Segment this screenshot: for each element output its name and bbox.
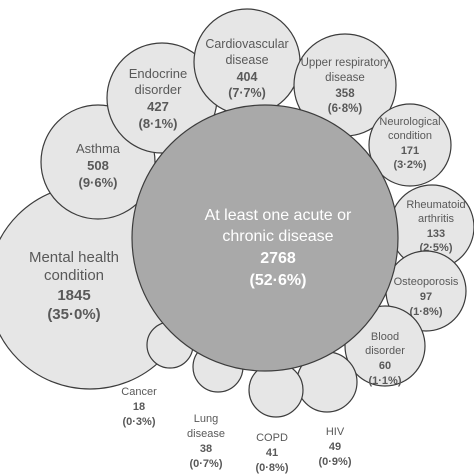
- neurological-name-1: Neurological: [379, 116, 440, 128]
- cancer-percent: (0·3%): [122, 416, 155, 428]
- endocrine-name-1: Endocrine: [129, 66, 188, 81]
- bubble-cardiovascular: Cardiovascular disease 404 (7·7%): [193, 8, 301, 116]
- hiv-percent: (0·9%): [318, 456, 351, 468]
- neurological-name-2: condition: [388, 130, 432, 142]
- rheumatoid-name-1: Rheumatoid: [406, 199, 465, 211]
- rheumatoid-name-2: arthritis: [418, 213, 455, 225]
- label-cancer: Cancer 18 (0·3%): [121, 386, 157, 428]
- label-lung: Lung disease 38 (0·7%): [187, 413, 225, 470]
- upper-respiratory-name-2: disease: [325, 72, 365, 84]
- center-count: 2768: [260, 250, 296, 267]
- lung-name-1: Lung: [194, 413, 218, 425]
- center-line-1: At least one acute or: [205, 207, 352, 224]
- rheumatoid-count: 133: [427, 228, 445, 240]
- blood-name-1: Blood: [371, 331, 399, 343]
- hiv-count: 49: [329, 441, 341, 453]
- endocrine-count: 427: [147, 99, 169, 114]
- upper-respiratory-percent: (6·8%): [328, 103, 363, 115]
- mental-health-name-2: condition: [44, 267, 104, 284]
- cardiovascular-count: 404: [237, 70, 258, 84]
- lung-count: 38: [200, 443, 212, 455]
- neurological-percent: (3·2%): [393, 159, 426, 171]
- copd-name: COPD: [256, 432, 288, 444]
- cardiovascular-name-1: Cardiovascular: [205, 37, 288, 51]
- bubble-center: At least one acute or chronic disease 27…: [131, 104, 399, 372]
- bubble-rheumatoid: Rheumatoid arthritis 133 (2·5%): [389, 184, 474, 270]
- endocrine-name-2: disorder: [135, 82, 183, 97]
- endocrine-percent: (8·1%): [138, 116, 177, 131]
- bubble-endocrine: Endocrine disorder 427 (8·1%): [106, 42, 218, 154]
- lung-percent: (0·7%): [189, 458, 222, 470]
- cancer-name: Cancer: [121, 386, 157, 398]
- copd-percent: (0·8%): [255, 462, 288, 474]
- blood-count: 60: [379, 360, 391, 372]
- center-percent: (52·6%): [250, 272, 307, 289]
- neurological-count: 171: [401, 145, 419, 157]
- mental-health-name-1: Mental health: [29, 249, 119, 266]
- blood-name-2: disorder: [365, 345, 405, 357]
- center-line-2: chronic disease: [222, 228, 333, 245]
- upper-respiratory-name-1: Upper respiratory: [301, 57, 390, 69]
- lung-name-2: disease: [187, 428, 225, 440]
- asthma-count: 508: [87, 158, 109, 173]
- osteoporosis-count: 97: [420, 291, 432, 303]
- bubble-neurological: Neurological condition 171 (3·2%): [368, 103, 452, 187]
- bubble-upper-respiratory: Upper respiratory disease 358 (6·8%): [293, 33, 397, 137]
- copd-count: 41: [266, 447, 278, 459]
- asthma-name: Asthma: [76, 141, 121, 156]
- mental-health-percent: (35·0%): [47, 306, 100, 323]
- asthma-percent: (9·6%): [78, 175, 117, 190]
- blood-percent: (1·1%): [368, 375, 401, 387]
- cancer-count: 18: [133, 401, 145, 413]
- osteoporosis-percent: (1·8%): [409, 306, 442, 318]
- mental-health-count: 1845: [57, 287, 90, 304]
- label-hiv: HIV 49 (0·9%): [318, 426, 351, 468]
- cardiovascular-name-2: disease: [225, 53, 268, 67]
- cardiovascular-percent: (7·7%): [228, 86, 266, 100]
- label-copd: COPD 41 (0·8%): [255, 432, 288, 474]
- upper-respiratory-count: 358: [335, 88, 355, 100]
- hiv-name: HIV: [326, 426, 345, 438]
- osteoporosis-name: Osteoporosis: [394, 276, 459, 288]
